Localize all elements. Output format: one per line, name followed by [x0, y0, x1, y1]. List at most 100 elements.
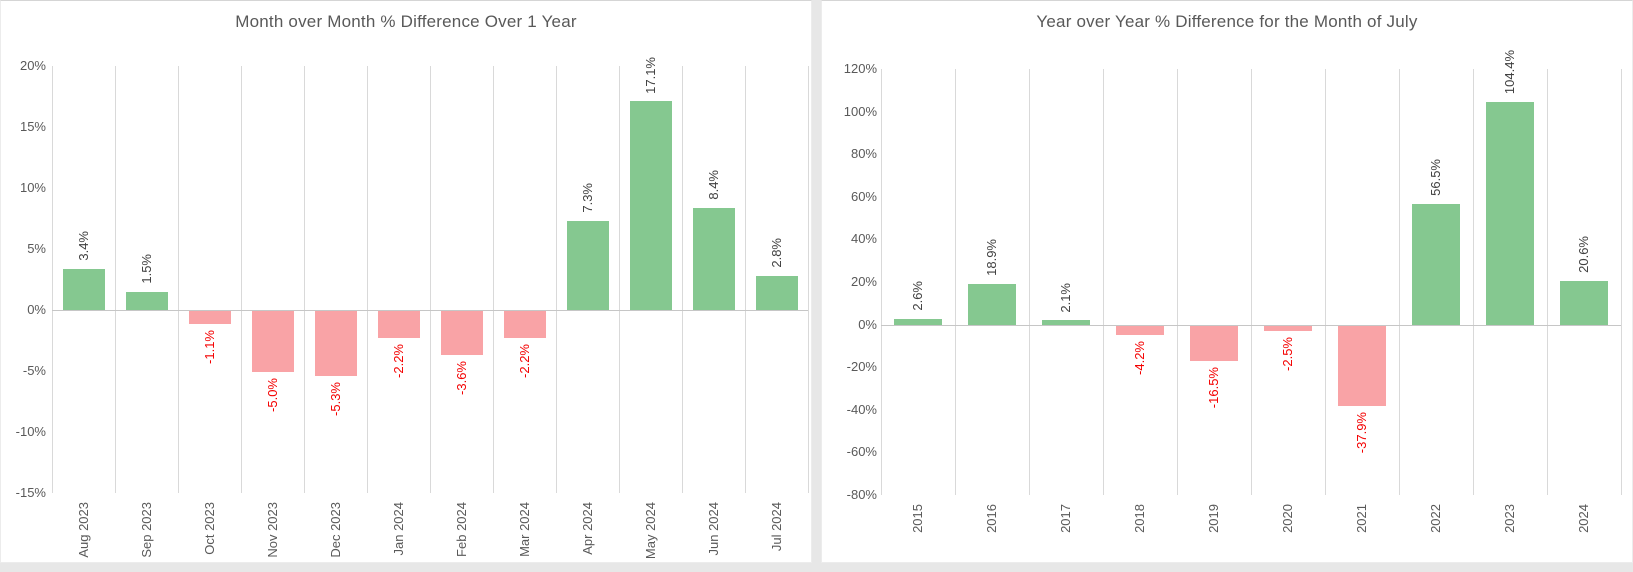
data-bar [1560, 280, 1608, 325]
data-bar [503, 311, 546, 338]
vertical-gridline [240, 66, 242, 493]
vertical-gridline [1472, 69, 1474, 495]
data-label: -5.3% [327, 381, 343, 416]
data-label: -1.1% [201, 330, 217, 365]
x-axis-category-label: 2024 [1576, 504, 1591, 533]
data-bar [440, 311, 483, 355]
data-label: -5.0% [264, 378, 280, 412]
vertical-gridline [51, 66, 53, 493]
data-label: 104.4% [1502, 50, 1517, 95]
chart-title-month-over-month: Month over Month % Difference Over 1 Yea… [235, 12, 577, 31]
data-label: -2.2% [390, 343, 406, 378]
x-axis-category-label: 2017 [1058, 504, 1073, 533]
vertical-gridline [1250, 69, 1252, 495]
data-label: 2.6% [910, 281, 925, 312]
vertical-gridline [1398, 69, 1400, 495]
x-axis-category-label: Jul 2024 [768, 502, 784, 552]
y-axis-tick-label: 80% [850, 146, 877, 162]
vertical-gridline [555, 66, 557, 493]
x-axis-category-label: 2020 [1280, 504, 1295, 533]
data-bar [1190, 325, 1238, 361]
data-bar [894, 319, 942, 325]
x-axis-category-label: 2019 [1206, 504, 1221, 533]
x-axis-category-label: 2022 [1428, 504, 1443, 533]
zero-axis-line [881, 324, 1621, 326]
vertical-gridline [880, 69, 882, 495]
year-over-year-bar-chart: 120% 100% 80% 60% 40% 20% 0% -20% -40% -60% -80% 2.… [822, 1, 1632, 562]
y-axis-tick-label: -20% [846, 359, 877, 375]
vertical-gridline [807, 66, 809, 493]
vertical-gridline [177, 66, 179, 493]
data-bar [629, 101, 672, 310]
y-axis-tick-label: 40% [850, 231, 877, 247]
data-bar [1042, 320, 1090, 325]
vertical-gridline [1102, 69, 1104, 495]
vertical-gridline [954, 69, 956, 495]
y-axis-tick-label: 120% [843, 61, 877, 76]
x-axis-category-label: Dec 2023 [327, 502, 343, 558]
y-axis-tick-label: -15% [15, 485, 46, 500]
data-label: 7.3% [579, 183, 595, 213]
data-label: 1.5% [138, 254, 154, 284]
vertical-gridline [492, 66, 494, 493]
vertical-gridline [1620, 69, 1622, 495]
data-label: 18.9% [984, 239, 999, 277]
vertical-gridline [744, 66, 746, 493]
data-bar [1116, 325, 1164, 335]
data-bar [566, 220, 609, 310]
vertical-gridline [618, 66, 620, 493]
data-bar [755, 275, 798, 310]
y-axis-tick-label: 15% [19, 119, 46, 134]
y-axis-tick-label: 20% [19, 58, 46, 73]
data-bar [1264, 325, 1312, 331]
data-label: -37.9% [1354, 412, 1369, 454]
y-axis-tick-label: -40% [846, 401, 877, 417]
data-bar [314, 311, 357, 376]
vertical-gridline [366, 66, 368, 493]
vertical-gridline [1176, 69, 1178, 495]
x-axis-category-label: 2018 [1132, 504, 1147, 533]
data-label: -2.5% [1280, 336, 1295, 371]
data-label: -3.6% [453, 360, 469, 395]
vertical-gridline [1324, 69, 1326, 495]
y-axis-tick-label: 20% [850, 274, 877, 289]
zero-axis-line [52, 310, 808, 311]
x-axis-category-label: Nov 2023 [264, 502, 280, 558]
x-axis-category-label: Aug 2023 [75, 502, 91, 558]
data-label: 56.5% [1428, 159, 1443, 197]
x-axis-category-label: Sep 2023 [138, 502, 154, 558]
data-bar [1486, 102, 1534, 325]
vertical-gridline [1546, 69, 1548, 495]
data-label: -4.2% [1132, 340, 1147, 375]
data-bar [125, 291, 168, 310]
chart-title-year-over-year: Year over Year % Difference for the Mont… [1036, 12, 1418, 31]
data-bar [62, 268, 105, 310]
x-axis-category-label: 2023 [1502, 504, 1517, 533]
x-axis-category-label: Apr 2024 [579, 502, 595, 555]
data-bar [1412, 204, 1460, 325]
x-axis-category-label: Jun 2024 [705, 502, 721, 556]
y-axis-tick-label: -10% [15, 424, 46, 439]
data-label: 20.6% [1576, 235, 1591, 273]
data-bar [188, 311, 231, 325]
y-axis-tick-label: 0% [858, 316, 877, 332]
vertical-gridline [114, 66, 116, 493]
data-label: 2.1% [1058, 282, 1073, 313]
x-axis-category-label: 2021 [1354, 504, 1369, 533]
y-axis-tick-label: 100% [843, 103, 877, 119]
data-label: 17.1% [642, 56, 658, 94]
chart-card-month-over-month: Month over Month % Difference Over 1 Yea… [0, 0, 812, 563]
data-bar [377, 311, 420, 338]
data-bar [251, 311, 294, 372]
vertical-gridline [1028, 69, 1030, 495]
data-bar [1338, 325, 1386, 407]
data-bar [692, 207, 735, 310]
data-label: -2.2% [516, 343, 532, 378]
x-axis-category-label: Mar 2024 [516, 502, 532, 557]
x-axis-category-label: Feb 2024 [453, 502, 469, 557]
vertical-gridline [303, 66, 305, 493]
y-axis-tick-label: 60% [850, 188, 877, 204]
month-over-month-bar-chart: 20% 15% 10% 5% 0% -5% -10% -15% 3.4% 1.5% -1.1% -5.… [1, 1, 811, 562]
y-axis-tick-label: 0% [27, 302, 46, 317]
